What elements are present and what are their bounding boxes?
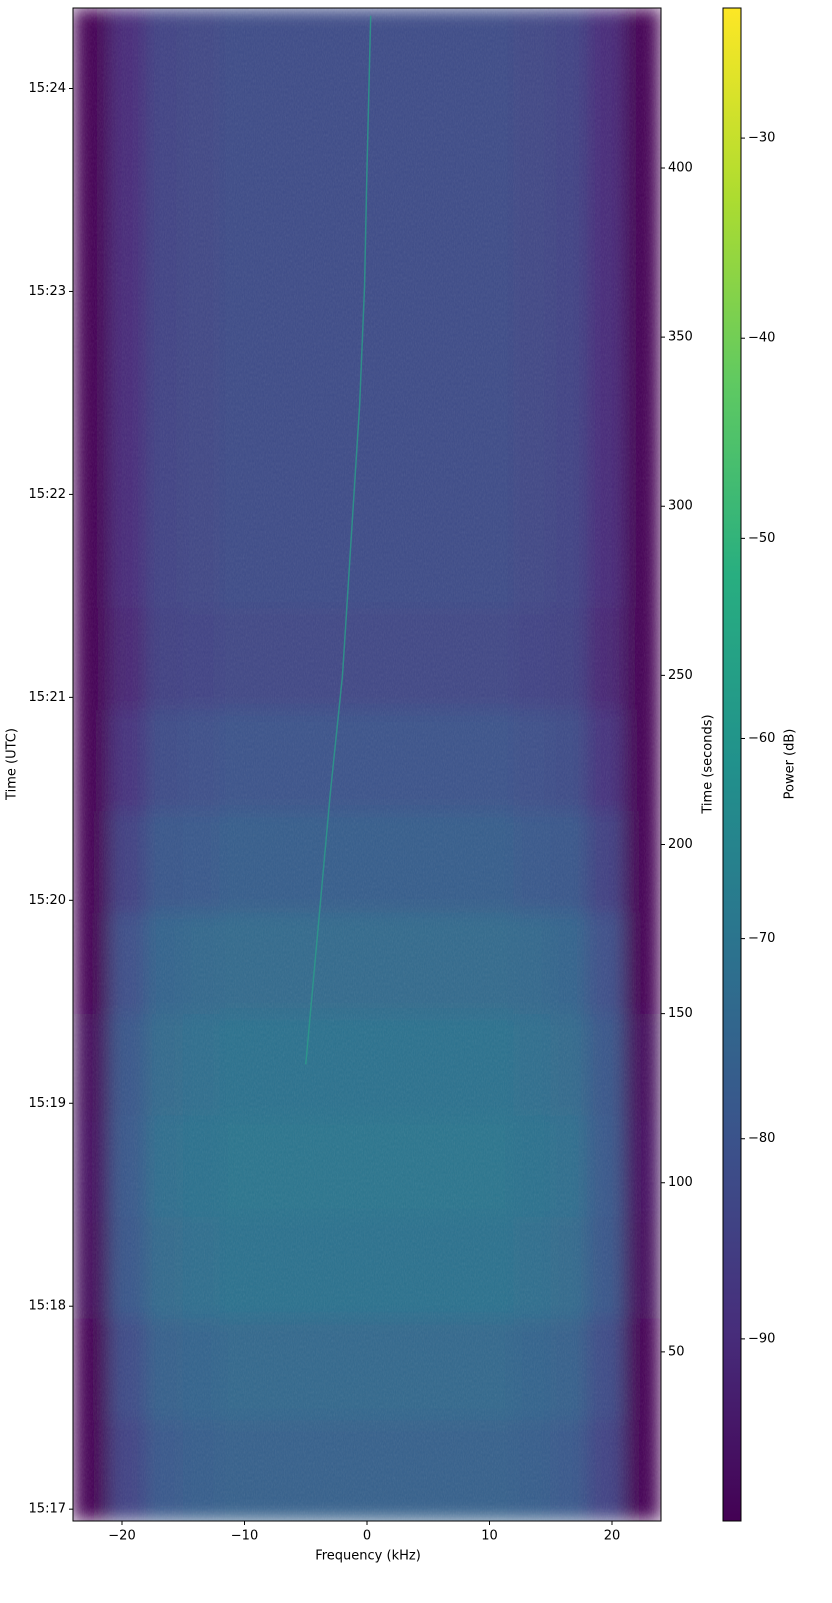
signal-trace xyxy=(305,15,372,1065)
y-tick-label: 15:18 xyxy=(29,1299,66,1314)
y-tick-label: 15:17 xyxy=(29,1502,66,1517)
x-tick-label: −20 xyxy=(108,1529,135,1544)
noise-texture xyxy=(73,8,661,1521)
y2-tick-label: 250 xyxy=(668,668,693,683)
y-tick-label: 15:23 xyxy=(29,284,66,299)
y-tick-label: 15:20 xyxy=(29,893,66,908)
x-axis-label: Frequency (kHz) xyxy=(315,1549,421,1564)
y2-tick-label: 150 xyxy=(668,1006,693,1021)
y2-tick-label: 300 xyxy=(668,499,693,514)
colorbar-label: Power (dB) xyxy=(783,729,798,800)
colorbar xyxy=(722,7,742,1522)
y-tick-label: 15:22 xyxy=(29,487,66,502)
y-tick-label: 15:24 xyxy=(29,81,66,96)
y-tick-label: 15:21 xyxy=(29,690,66,705)
colorbar-tick-label: −80 xyxy=(748,1131,775,1146)
x-tick-label: 0 xyxy=(363,1529,371,1544)
x-tick-label: −10 xyxy=(231,1529,258,1544)
y2-tick-label: 350 xyxy=(668,330,693,345)
colorbar-tick-label: −90 xyxy=(748,1331,775,1346)
y2-tick-label: 100 xyxy=(668,1175,693,1190)
x-tick-label: 10 xyxy=(481,1529,498,1544)
y-tick-label: 15:19 xyxy=(29,1096,66,1111)
heatmap xyxy=(73,8,661,1521)
colorbar-tick-label: −50 xyxy=(748,531,775,546)
x-tick-label: 20 xyxy=(604,1529,621,1544)
colorbar-tick-label: −40 xyxy=(748,331,775,346)
colorbar-tick-label: −30 xyxy=(748,131,775,146)
y2-tick-label: 50 xyxy=(668,1344,685,1359)
y2-tick-label: 200 xyxy=(668,837,693,852)
colorbar-tick-label: −70 xyxy=(748,931,775,946)
y2-tick-label: 400 xyxy=(668,160,693,175)
y2-axis-label: Time (seconds) xyxy=(701,714,716,814)
y-axis-label: Time (UTC) xyxy=(5,728,20,801)
colorbar-tick-label: −60 xyxy=(748,731,775,746)
